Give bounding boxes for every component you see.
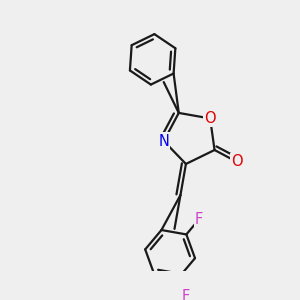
Text: F: F: [195, 212, 203, 227]
Text: N: N: [158, 134, 169, 148]
Text: O: O: [231, 154, 243, 169]
Text: O: O: [204, 111, 216, 126]
Text: F: F: [182, 289, 190, 300]
